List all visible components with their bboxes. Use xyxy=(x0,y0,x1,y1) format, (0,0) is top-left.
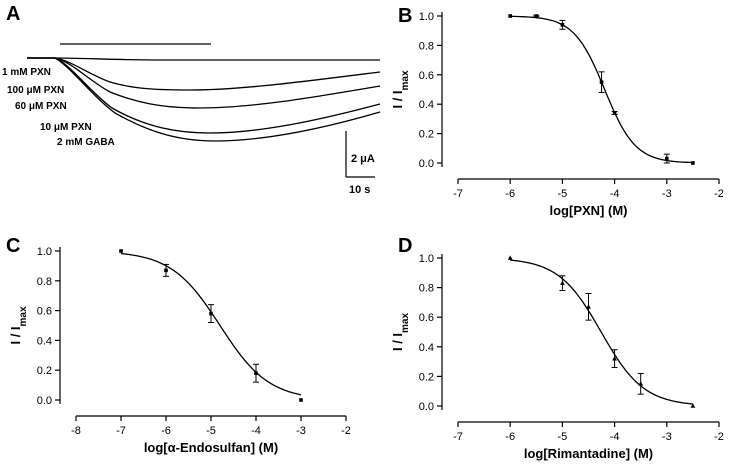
y-tick-label: 1.0 xyxy=(419,11,434,23)
x-tick-label: -7 xyxy=(453,188,463,200)
y-axis-label: I / Imax xyxy=(390,313,411,352)
x-tick-label: -3 xyxy=(662,188,672,200)
data-point xyxy=(507,255,513,260)
y-tick-label: 0.4 xyxy=(37,335,52,347)
x-tick-label: -7 xyxy=(453,431,463,443)
trace-1mm-pxn xyxy=(27,57,380,61)
trace-label: 60 μM PXN xyxy=(15,101,67,112)
panel-a: A 1 mM PXN 100 μM PXN 60 μM PXN 10 μM PX… xyxy=(2,3,381,196)
x-tick-label: -2 xyxy=(714,188,724,200)
trace-label: 1 mM PXN xyxy=(2,67,51,78)
chart-panel-c: 0.0 0.2 0.4 0.6 0.8 1.0 -8 -7 -6 -5 -4 -3 -2 log[α-En… xyxy=(8,246,351,455)
trace-10um-pxn xyxy=(27,57,381,134)
scale-label-time: 10 s xyxy=(349,184,370,196)
data-point xyxy=(612,111,617,115)
data-point xyxy=(586,304,591,309)
fit-curve xyxy=(120,252,302,396)
y-tick-label: 0.2 xyxy=(419,371,434,383)
data-point xyxy=(534,14,539,18)
trace-2mm-gaba xyxy=(27,57,381,142)
y-tick-label: 0.6 xyxy=(419,312,434,324)
y-tick-label: 0.4 xyxy=(419,99,434,111)
x-tick-label: -4 xyxy=(251,425,261,437)
y-tick-label: 1.0 xyxy=(419,253,434,265)
data-point xyxy=(164,268,168,273)
y-tick-label: 0.6 xyxy=(37,306,52,318)
data-point xyxy=(119,249,123,253)
y-tick-label: 1.0 xyxy=(37,246,52,258)
x-axis-label: log[PXN] (M) xyxy=(550,203,628,218)
y-tick-label: 0.0 xyxy=(419,158,434,170)
panel-letter-b: B xyxy=(398,5,412,27)
x-tick-label: -2 xyxy=(714,431,724,443)
panel-letter-a: A xyxy=(6,3,20,25)
data-point xyxy=(665,156,669,161)
data-point xyxy=(508,14,512,18)
y-tick-label: 0.2 xyxy=(37,365,52,377)
x-tick-label: -2 xyxy=(341,425,351,437)
y-tick-label: 0.2 xyxy=(419,129,434,141)
y-tick-label: 0.8 xyxy=(37,276,52,288)
x-tick-label: -5 xyxy=(558,188,568,200)
x-tick-label: -6 xyxy=(161,425,171,437)
data-point xyxy=(560,280,565,285)
x-tick-label: -3 xyxy=(662,431,672,443)
chart-panel-b: 0.0 0.2 0.4 0.6 0.8 1.0 -7 -6 -5 -4 -3 -2 log[PXN] (… xyxy=(390,11,724,218)
x-axis-label: log[α-Endosulfan] (M) xyxy=(144,440,278,455)
data-point xyxy=(638,381,644,386)
panel-letter-c: C xyxy=(6,235,20,257)
y-tick-label: 0.8 xyxy=(419,283,434,295)
trace-label: 100 μM PXN xyxy=(7,85,64,96)
x-tick-label: -5 xyxy=(206,425,216,437)
trace-100um-pxn xyxy=(27,57,381,91)
data-point xyxy=(599,80,604,84)
data-point xyxy=(209,311,213,316)
data-point xyxy=(690,403,696,408)
y-tick-label: 0.0 xyxy=(419,401,434,413)
y-tick-label: 0.0 xyxy=(37,395,52,407)
trace-60um-pxn xyxy=(27,57,381,109)
trace-label: 2 mM GABA xyxy=(57,137,115,148)
trace-label: 10 μM PXN xyxy=(40,122,92,133)
panel-letter-d: D xyxy=(398,235,412,257)
x-tick-label: -4 xyxy=(610,431,620,443)
data-point xyxy=(560,23,565,27)
data-point xyxy=(299,398,303,402)
y-tick-label: 0.8 xyxy=(419,40,434,52)
y-axis-label: I / Imax xyxy=(390,70,411,109)
x-axis-label: log[Rimantadine] (M) xyxy=(524,446,653,461)
x-tick-label: -7 xyxy=(116,425,126,437)
y-axis-label: I / Imax xyxy=(8,306,29,345)
y-tick-label: 0.4 xyxy=(419,342,434,354)
x-tick-label: -8 xyxy=(71,425,81,437)
x-tick-label: -3 xyxy=(296,425,306,437)
fit-curve xyxy=(510,259,693,405)
x-tick-label: -6 xyxy=(505,431,515,443)
x-tick-label: -6 xyxy=(505,188,515,200)
x-tick-label: -4 xyxy=(610,188,620,200)
chart-panel-d: 0.0 0.2 0.4 0.6 0.8 1.0 -7 -6 -5 -4 -3 -2 log[Rimant… xyxy=(390,253,724,461)
data-point xyxy=(254,371,258,375)
x-tick-label: -5 xyxy=(558,431,568,443)
data-point xyxy=(691,161,695,165)
scale-label-current: 2 μA xyxy=(351,153,375,165)
data-point xyxy=(612,356,617,361)
y-tick-label: 0.6 xyxy=(419,70,434,82)
